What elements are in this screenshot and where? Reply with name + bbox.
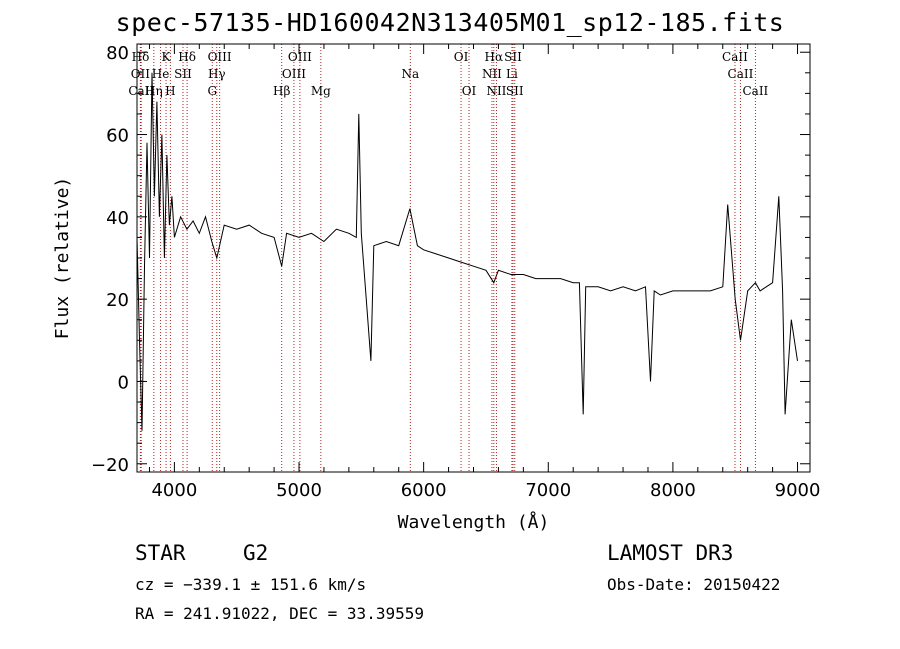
survey-name: LAMOST DR3 bbox=[607, 541, 734, 565]
x-tick-label: 8000 bbox=[650, 480, 696, 501]
spectral-line-label: Na bbox=[401, 67, 419, 81]
y-tick-label: 60 bbox=[106, 126, 129, 147]
spectral-line-label: Hβ bbox=[273, 84, 290, 98]
spectral-line-label: SII bbox=[504, 50, 522, 64]
spectral-line-label: NII bbox=[482, 67, 502, 81]
spectral-line-label: Li bbox=[506, 67, 518, 81]
spectral-line-label: Hδ bbox=[178, 50, 196, 64]
spectral-line-label: Hη bbox=[145, 84, 163, 98]
spectral-line-label: NII bbox=[486, 84, 506, 98]
spectral-line-label: CaII bbox=[722, 50, 748, 64]
object-subclass: G2 bbox=[243, 541, 269, 565]
spectral-line-label: Hγ bbox=[208, 67, 226, 81]
x-tick-label: 6000 bbox=[401, 480, 447, 501]
line-labels-layer: Hδ OII CaII K He Hη SII H Hδ OIII Hγ G Hβ OIII OIII Mg N… bbox=[128, 50, 768, 98]
observation-date: Obs-Date: 20150422 bbox=[607, 575, 781, 594]
coordinates: RA = 241.91022, DEC = 33.39559 bbox=[135, 604, 424, 623]
spectral-line-label: H bbox=[165, 84, 175, 98]
spectral-line-label: OIII bbox=[288, 50, 312, 64]
y-tick-label: 20 bbox=[106, 290, 129, 311]
spectral-line-label: OI bbox=[454, 50, 469, 64]
x-tick-label: 4000 bbox=[151, 480, 197, 501]
y-tick-label: 40 bbox=[106, 208, 129, 229]
spectral-line-label: OIII bbox=[282, 67, 306, 81]
spectral-line-label: OII bbox=[131, 67, 151, 81]
spectral-line-label: SII bbox=[174, 67, 192, 81]
spectrum-line bbox=[136, 72, 798, 431]
chart-title: spec-57135-HD160042N313405M01_sp12-185.f… bbox=[115, 8, 785, 37]
x-tick-label: 9000 bbox=[775, 480, 821, 501]
redshift-velocity: cz = −339.1 ± 151.6 km/s bbox=[135, 575, 367, 594]
spectral-line-label: CaII bbox=[128, 84, 154, 98]
object-class: STAR bbox=[135, 541, 186, 565]
spectral-line-label: CaII bbox=[742, 84, 768, 98]
spectral-line-label: He bbox=[152, 67, 170, 81]
y-axis-label: Flux (relative) bbox=[52, 177, 73, 340]
spectral-line-label: OI bbox=[462, 84, 477, 98]
spectrum-layer bbox=[136, 72, 798, 431]
spectral-line-label: OIII bbox=[208, 50, 232, 64]
spectral-line-label: Hδ bbox=[132, 50, 150, 64]
plot-frame bbox=[136, 43, 811, 473]
spectral-line-label: K bbox=[162, 50, 172, 64]
spectral-line-label: G bbox=[207, 84, 217, 98]
spectral-line-label: Mg bbox=[311, 84, 331, 98]
y-tick-label: −20 bbox=[91, 455, 129, 476]
axis-ticks-layer: 4000 5000 6000 7000 8000 9000 −20 0 20 40 60 80 bbox=[91, 43, 820, 501]
x-tick-label: 5000 bbox=[276, 480, 322, 501]
x-axis-label: Wavelength (Å) bbox=[398, 511, 550, 533]
spectral-line-label: CaII bbox=[728, 67, 754, 81]
spectral-line-label: SII bbox=[506, 84, 524, 98]
spectral-line-label: Hα bbox=[485, 50, 504, 64]
y-tick-label: 80 bbox=[106, 43, 129, 64]
x-tick-label: 7000 bbox=[525, 480, 571, 501]
y-tick-label: 0 bbox=[118, 372, 129, 393]
